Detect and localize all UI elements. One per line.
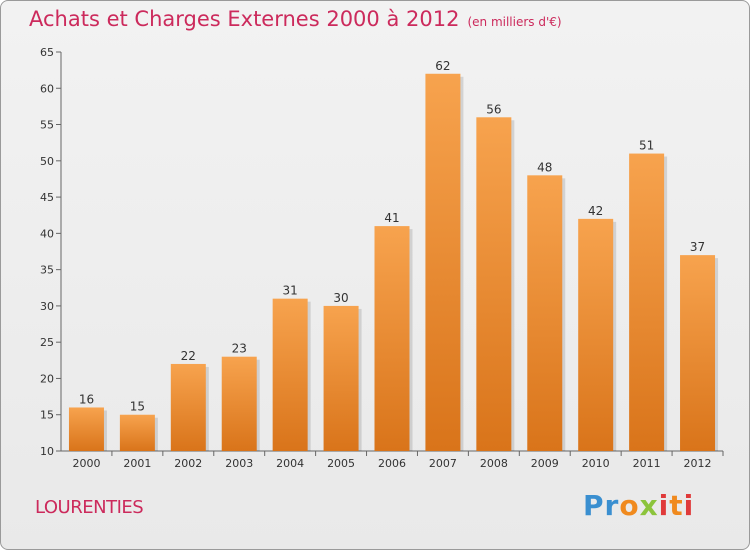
bar-value-label: 51 <box>639 139 654 153</box>
bar <box>170 363 206 451</box>
bar <box>374 226 410 451</box>
y-tick-label: 50 <box>40 155 54 168</box>
x-tick-label: 2000 <box>72 457 100 470</box>
y-tick-label: 55 <box>40 119 54 132</box>
x-tick-label: 2010 <box>582 457 610 470</box>
bar <box>680 255 716 451</box>
y-tick-label: 65 <box>40 46 54 59</box>
chart-title-text: Achats et Charges Externes 2000 à 2012 <box>29 7 460 31</box>
bar <box>68 407 104 451</box>
bar <box>272 298 308 451</box>
x-tick-label: 2006 <box>378 457 406 470</box>
proxiti-logo: Proxiti <box>583 489 695 522</box>
y-tick-label: 10 <box>40 445 54 458</box>
y-tick-label: 20 <box>40 372 54 385</box>
y-tick-label: 40 <box>40 227 54 240</box>
y-tick-label: 60 <box>40 82 54 95</box>
x-tick-label: 2011 <box>633 457 661 470</box>
bar-value-label: 41 <box>384 211 399 225</box>
bar-value-label: 31 <box>283 284 298 298</box>
bar-value-label: 16 <box>79 392 94 406</box>
bar-value-label: 62 <box>435 59 450 73</box>
bar-value-label: 22 <box>181 349 196 363</box>
x-tick-label: 2005 <box>327 457 355 470</box>
x-tick-label: 2002 <box>174 457 202 470</box>
x-tick-label: 2003 <box>225 457 253 470</box>
bar <box>476 117 512 452</box>
commune-name: LOURENTIES <box>35 497 144 518</box>
bar-value-label: 37 <box>690 240 705 254</box>
bar <box>119 414 155 451</box>
y-tick-label: 45 <box>40 191 54 204</box>
x-tick-label: 2012 <box>684 457 712 470</box>
chart-unit: (en milliers d'€) <box>467 15 562 29</box>
bar-value-label: 15 <box>130 400 145 414</box>
y-tick-label: 25 <box>40 336 54 349</box>
bar <box>629 153 665 451</box>
bar-value-label: 56 <box>486 102 501 116</box>
bar-value-label: 48 <box>537 160 552 174</box>
bar <box>323 305 359 451</box>
bar-value-label: 42 <box>588 204 603 218</box>
x-tick-label: 2009 <box>531 457 559 470</box>
bar-value-label: 23 <box>232 342 247 356</box>
x-tick-label: 2008 <box>480 457 508 470</box>
y-tick-label: 30 <box>40 300 54 313</box>
bar <box>578 218 614 451</box>
y-tick-label: 35 <box>40 264 54 277</box>
bar <box>527 175 563 451</box>
bar <box>221 356 257 451</box>
x-tick-label: 2001 <box>123 457 151 470</box>
x-tick-label: 2004 <box>276 457 304 470</box>
chart-title: Achats et Charges Externes 2000 à 2012 (e… <box>29 7 562 31</box>
y-tick-label: 15 <box>40 409 54 422</box>
bar-value-label: 30 <box>333 291 348 305</box>
bar <box>425 73 461 451</box>
x-tick-label: 2007 <box>429 457 457 470</box>
